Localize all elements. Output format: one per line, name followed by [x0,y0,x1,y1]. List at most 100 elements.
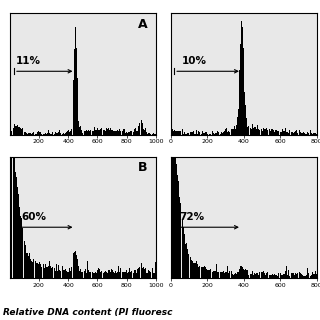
Bar [184,132,185,135]
Bar [219,266,220,278]
Bar [10,132,11,135]
Bar [182,129,183,135]
Bar [262,131,263,135]
Bar [269,129,270,135]
Bar [139,124,140,135]
Bar [83,132,84,135]
Bar [285,128,286,135]
Bar [202,131,203,135]
Bar [114,273,115,278]
Bar [308,133,309,135]
Bar [293,133,294,135]
Bar [65,133,66,135]
Bar [224,273,225,278]
Bar [121,269,122,278]
Bar [263,271,264,278]
Bar [125,132,126,135]
Bar [109,269,110,278]
Bar [277,276,278,278]
Bar [250,274,251,278]
Bar [88,270,89,278]
Bar [33,132,34,135]
Bar [123,272,124,278]
Bar [102,130,103,135]
Bar [204,266,205,278]
Bar [175,131,176,135]
Bar [97,128,98,135]
Bar [273,130,274,135]
Bar [93,132,94,135]
Bar [296,274,297,278]
Bar [172,129,173,135]
Bar [199,132,200,135]
Bar [216,264,217,278]
Bar [12,142,13,278]
Bar [301,133,302,135]
Bar [248,126,249,135]
Bar [175,148,176,278]
Bar [40,132,41,135]
Bar [227,266,228,278]
Bar [115,271,116,278]
Bar [230,274,231,278]
Bar [210,269,211,278]
Bar [94,127,95,135]
Bar [13,150,14,278]
Bar [66,270,67,278]
Bar [85,132,86,135]
Bar [278,131,279,135]
Bar [40,264,41,278]
Bar [128,272,129,278]
Bar [252,271,253,278]
Bar [257,273,258,278]
Bar [87,260,88,278]
Bar [76,255,77,278]
Bar [53,133,54,135]
Bar [35,134,36,135]
Bar [15,126,16,135]
Bar [232,274,233,278]
Bar [314,133,315,135]
Bar [45,264,46,278]
Bar [119,272,120,278]
Bar [257,125,258,135]
Bar [221,272,222,278]
Bar [262,272,263,278]
Bar [229,132,230,135]
Bar [120,268,121,278]
Bar [58,132,59,135]
Bar [30,133,31,135]
Bar [125,272,126,278]
Bar [217,272,218,278]
Bar [288,270,289,278]
Bar [55,132,56,135]
Bar [236,274,237,278]
Bar [116,273,117,278]
Bar [90,130,91,135]
Bar [302,275,303,278]
Bar [68,272,69,278]
Bar [42,262,43,278]
Bar [155,133,156,135]
Bar [304,276,305,278]
Bar [206,132,207,135]
Bar [37,132,38,135]
Bar [270,131,271,135]
Bar [251,274,252,278]
Bar [217,132,218,135]
Bar [289,130,290,135]
Bar [290,130,291,135]
Bar [50,134,51,135]
Bar [228,273,229,278]
Bar [65,268,66,278]
Bar [108,270,109,278]
Bar [310,130,311,135]
Bar [132,269,133,278]
Bar [86,130,87,135]
Bar [201,267,202,278]
Bar [177,131,178,135]
Bar [137,269,138,278]
Bar [179,197,180,278]
Bar [299,273,300,278]
Bar [47,133,48,135]
